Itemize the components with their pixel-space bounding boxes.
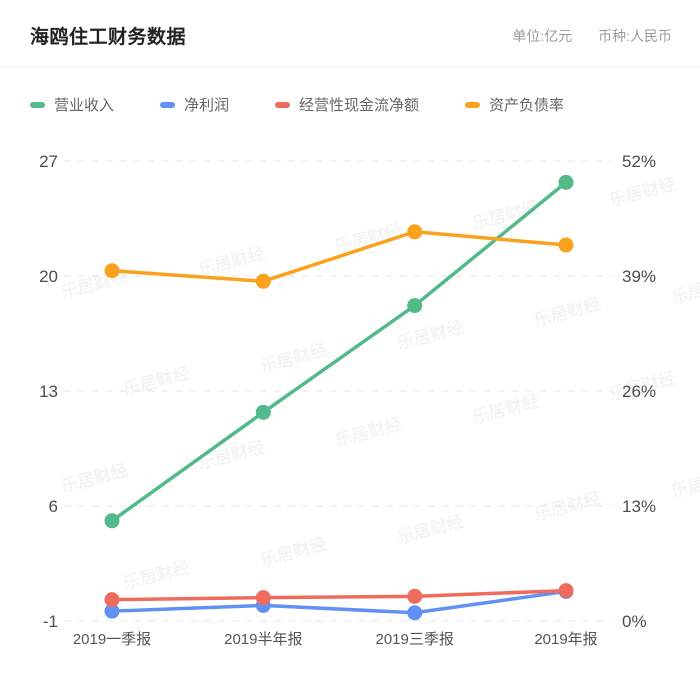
legend-item-1[interactable]: 净利润 xyxy=(160,94,229,115)
data-point-2-3[interactable] xyxy=(558,583,574,599)
legend-item-0[interactable]: 营业收入 xyxy=(30,94,114,115)
watermark-text: 乐居财经 xyxy=(470,391,541,428)
legend-marker-icon xyxy=(160,101,176,108)
data-point-2-0[interactable] xyxy=(104,592,120,608)
series-line-1[interactable] xyxy=(110,589,568,615)
unit-label: 单位:亿元 xyxy=(512,27,573,44)
watermark-text: 乐居财经 xyxy=(258,534,329,571)
chart-legend: 营业收入 净利润 经营性现金流净额 资产负债率 xyxy=(0,68,700,115)
watermark-text: 乐居财经 xyxy=(59,266,130,303)
watermark-text: 乐居财经 xyxy=(395,317,466,354)
data-point-3-0[interactable] xyxy=(104,263,120,279)
data-point-3-1[interactable] xyxy=(255,273,271,289)
data-point-0-0[interactable] xyxy=(104,513,120,529)
legend-marker-icon xyxy=(30,101,45,108)
data-point-3-2[interactable] xyxy=(407,224,423,240)
watermark-text: 乐居财经 xyxy=(532,488,603,525)
data-point-2-2[interactable] xyxy=(407,588,423,604)
series-line-0[interactable] xyxy=(110,180,568,523)
unit-info: 单位:亿元 币种:人民币 xyxy=(490,26,672,46)
page-title: 海鸥住工财务数据 xyxy=(30,27,187,48)
legend-item-2[interactable]: 经营性现金流净额 xyxy=(275,94,419,115)
watermark-text: 乐居财经 xyxy=(607,368,678,405)
legend-marker-icon xyxy=(275,101,291,108)
data-point-1-0[interactable] xyxy=(104,603,120,619)
watermark-text: 乐居财经 xyxy=(121,363,192,400)
data-point-2-1[interactable] xyxy=(255,590,271,606)
watermark-text: 乐居财经 xyxy=(669,271,700,308)
watermark-text: 乐居财经 xyxy=(333,220,404,257)
legend-item-label: 净利润 xyxy=(184,97,230,114)
watermark-text: 乐居财经 xyxy=(607,174,678,211)
legend-item-label: 营业收入 xyxy=(54,97,115,114)
watermark-layer: 乐居财经 乐居财经 乐居财经 乐居财经 乐居财经 乐居财经 乐居财经 乐居财经 乐居财经 乐居财经… xyxy=(0,140,700,640)
watermark-text: 乐居财经 xyxy=(196,243,267,280)
legend-marker-icon xyxy=(465,101,481,108)
watermark-text: 乐居财经 xyxy=(121,557,192,594)
data-point-0-2[interactable] xyxy=(407,298,423,314)
legend-item-label: 资产负债率 xyxy=(489,97,565,114)
watermark-text: 乐居财经 xyxy=(669,465,700,502)
legend-item-3[interactable]: 资产负债率 xyxy=(465,94,564,115)
currency-label: 币种:人民币 xyxy=(598,27,672,44)
data-point-1-2[interactable] xyxy=(407,605,423,621)
chart-header: 海鸥住工财务数据 单位:亿元 币种:人民币 xyxy=(0,0,700,68)
legend-item-label: 经营性现金流净额 xyxy=(299,97,420,114)
watermark-text: 乐居财经 xyxy=(59,460,130,497)
watermark-text: 乐居财经 xyxy=(258,340,329,377)
watermark-text: 乐居财经 xyxy=(333,414,404,451)
data-point-3-3[interactable] xyxy=(558,237,574,253)
data-point-0-1[interactable] xyxy=(255,404,271,420)
watermark-text: 乐居财经 xyxy=(395,511,466,548)
series-line-2[interactable] xyxy=(110,588,568,602)
watermark-text: 乐居财经 xyxy=(532,294,603,331)
data-point-0-3[interactable] xyxy=(558,174,574,190)
series-line-3[interactable] xyxy=(110,230,568,284)
